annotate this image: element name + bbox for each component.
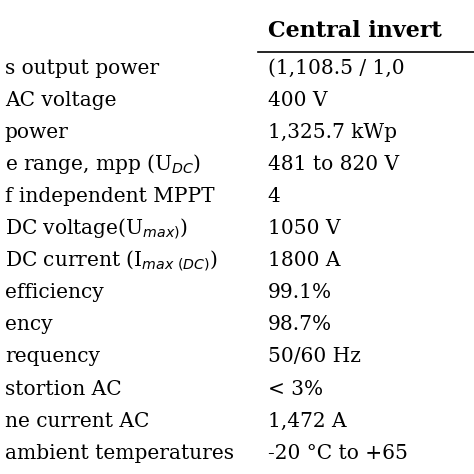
Text: AC voltage: AC voltage [5, 91, 116, 110]
Text: 481 to 820 V: 481 to 820 V [268, 155, 399, 174]
Text: 1050 V: 1050 V [268, 219, 340, 238]
Text: 1800 A: 1800 A [268, 251, 340, 270]
Text: f independent MPPT: f independent MPPT [5, 187, 214, 206]
Text: < 3%: < 3% [268, 380, 323, 399]
Text: e range, mpp (U$_{DC}$): e range, mpp (U$_{DC}$) [5, 153, 201, 176]
Text: ency: ency [5, 315, 52, 334]
Text: efficiency: efficiency [5, 283, 103, 302]
Text: Central invert: Central invert [268, 20, 442, 42]
Text: DC current (I$_{max\ (DC)}$): DC current (I$_{max\ (DC)}$) [5, 248, 217, 273]
Text: requency: requency [5, 347, 100, 366]
Text: 4: 4 [268, 187, 281, 206]
Text: 1,472 A: 1,472 A [268, 411, 346, 431]
Text: 98.7%: 98.7% [268, 315, 332, 334]
Text: stortion AC: stortion AC [5, 380, 121, 399]
Text: 99.1%: 99.1% [268, 283, 332, 302]
Text: ne current AC: ne current AC [5, 411, 149, 431]
Text: 400 V: 400 V [268, 91, 328, 110]
Text: ambient temperatures: ambient temperatures [5, 444, 234, 463]
Text: s output power: s output power [5, 59, 159, 78]
Text: power: power [5, 123, 69, 142]
Text: 1,325.7 kWp: 1,325.7 kWp [268, 123, 397, 142]
Text: 50/60 Hz: 50/60 Hz [268, 347, 361, 366]
Text: (1,108.5 / 1,0: (1,108.5 / 1,0 [268, 59, 404, 78]
Text: -20 °C to +65: -20 °C to +65 [268, 444, 408, 463]
Text: DC voltage(U$_{max)}$): DC voltage(U$_{max)}$) [5, 217, 187, 241]
